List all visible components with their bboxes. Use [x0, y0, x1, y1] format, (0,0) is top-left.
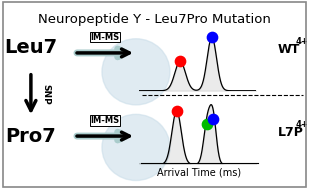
Point [210, 117, 215, 120]
Text: IM-MS: IM-MS [91, 116, 120, 125]
Ellipse shape [102, 114, 170, 180]
Text: Pro7: Pro7 [6, 127, 56, 146]
Ellipse shape [102, 39, 170, 105]
Text: L7P: L7P [278, 126, 304, 139]
Text: Leu7: Leu7 [4, 38, 57, 57]
Point [178, 60, 183, 63]
Text: IM-MS: IM-MS [91, 33, 120, 42]
Text: Neuropeptide Y - Leu7Pro Mutation: Neuropeptide Y - Leu7Pro Mutation [38, 13, 271, 26]
Text: 4+: 4+ [295, 120, 308, 129]
Point [174, 109, 179, 112]
Point [210, 36, 214, 39]
Text: 4+: 4+ [295, 37, 308, 46]
Point [205, 123, 210, 126]
Text: SNP: SNP [42, 84, 51, 105]
Text: WT: WT [278, 43, 300, 56]
Text: Arrival Time (ms): Arrival Time (ms) [157, 168, 241, 178]
